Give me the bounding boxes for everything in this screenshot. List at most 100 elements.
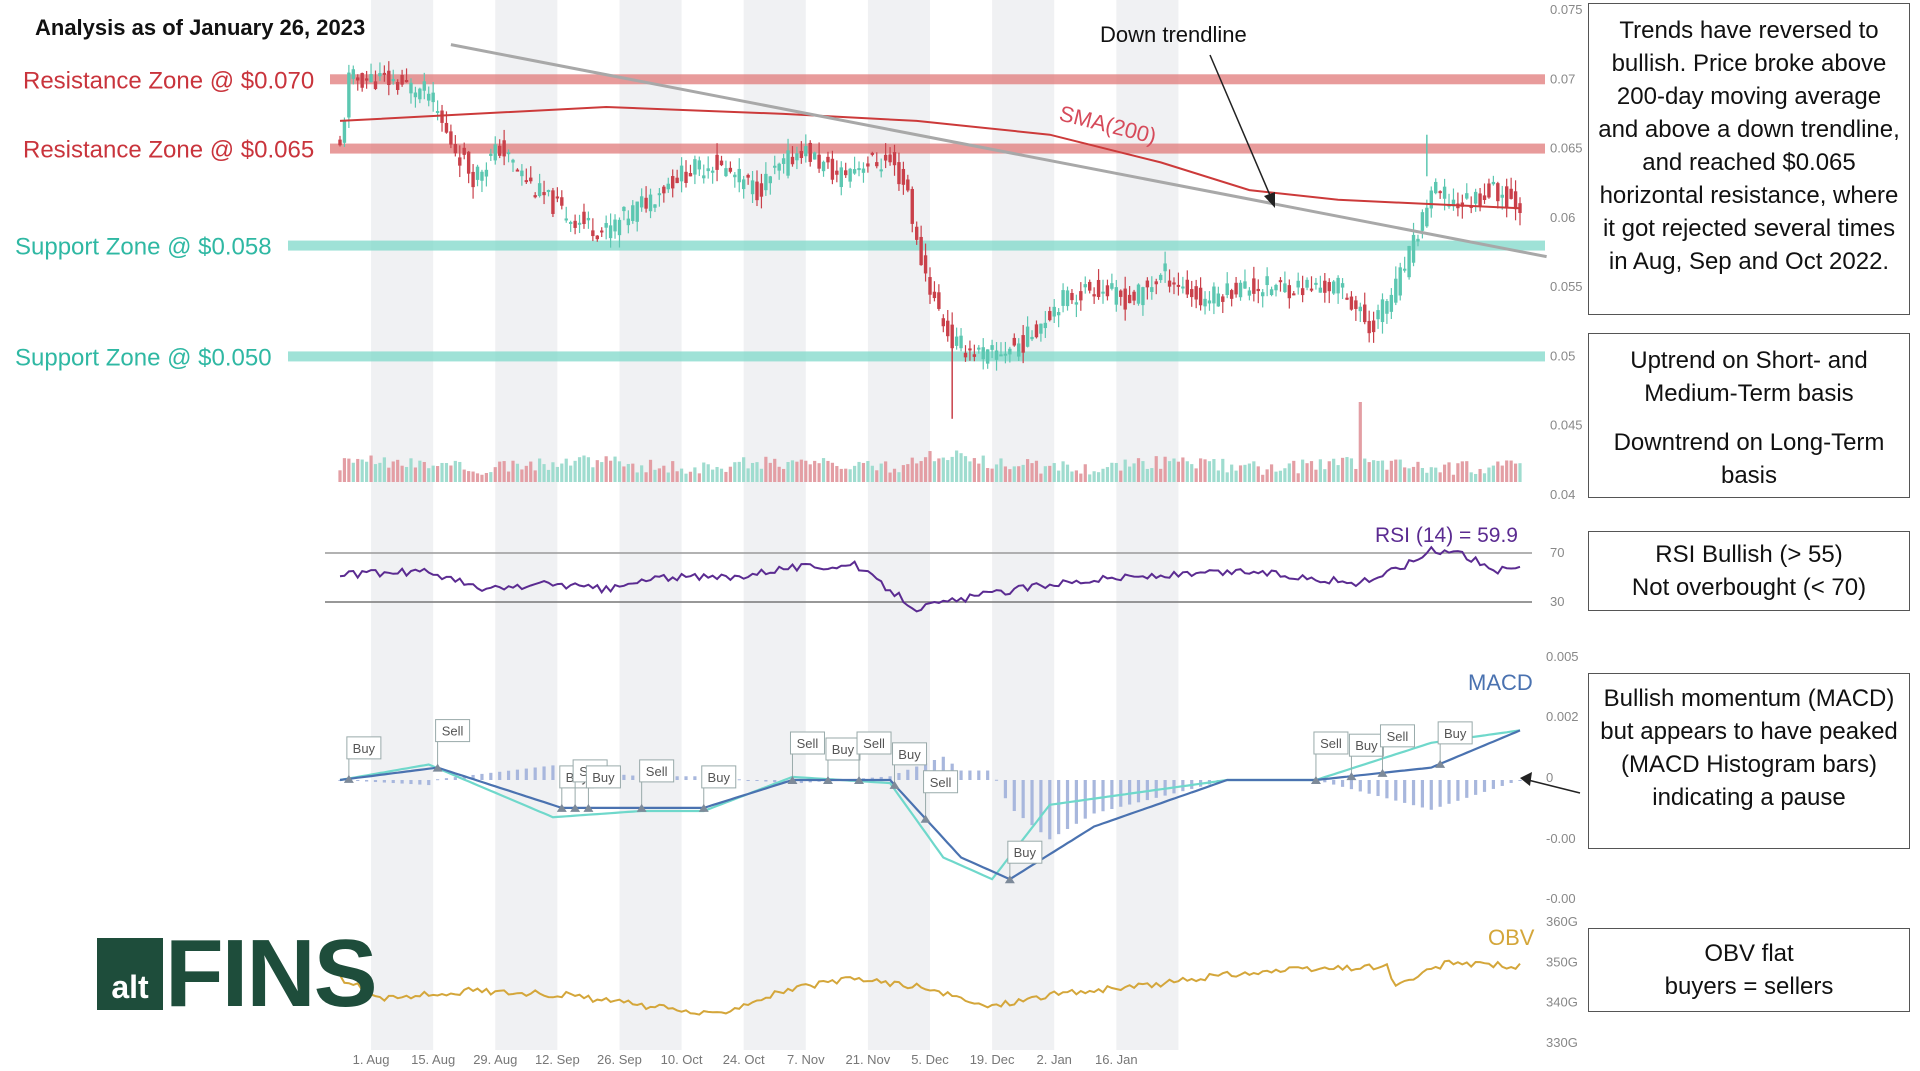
- volume-bar: [1132, 463, 1136, 482]
- volume-bar: [1030, 463, 1034, 482]
- candle-body: [1500, 194, 1504, 198]
- macd-histogram-bar: [356, 780, 360, 782]
- obv-axis-tick: 360G: [1546, 914, 1578, 929]
- candle-body: [1234, 282, 1238, 295]
- volume-bar: [844, 468, 848, 482]
- volume-bar: [1065, 464, 1070, 482]
- volume-bar: [950, 456, 954, 482]
- candle-body: [755, 181, 759, 201]
- volume-bar: [1509, 460, 1513, 482]
- x-tick-label: 24. Oct: [723, 1052, 765, 1067]
- volume-bar: [648, 459, 653, 482]
- volume-bar: [755, 462, 759, 482]
- price-axis-tick: 0.075: [1550, 2, 1583, 17]
- candle-body: [923, 255, 928, 274]
- volume-bar: [440, 462, 444, 482]
- candle-body: [537, 183, 542, 197]
- volume-bar: [1460, 461, 1464, 482]
- volume-bar: [1079, 473, 1083, 482]
- volume-bar: [1265, 469, 1269, 482]
- macd-histogram-bar: [498, 771, 502, 780]
- candle-body: [777, 163, 781, 171]
- candle-body: [1345, 297, 1349, 300]
- macd-histogram-bar: [1403, 780, 1407, 803]
- candle-body: [1402, 268, 1407, 271]
- candle-body: [600, 230, 604, 233]
- macd-histogram-bar: [418, 780, 422, 785]
- macd-histogram-bar: [506, 770, 511, 780]
- signal-flag-label: Sell: [442, 724, 464, 739]
- macd-histogram-bar: [1367, 780, 1371, 794]
- macd-histogram-bar: [684, 776, 688, 780]
- candle-body: [471, 171, 475, 188]
- candle-body: [1030, 336, 1034, 340]
- volume-bar: [1048, 465, 1052, 482]
- volume-bar: [830, 462, 835, 482]
- volume-bar: [932, 461, 937, 482]
- candle-body: [639, 196, 644, 208]
- volume-bar: [387, 467, 391, 482]
- volume-bar: [1434, 467, 1438, 482]
- candle-body: [338, 139, 342, 146]
- volume-bar: [963, 456, 968, 482]
- volume-bar: [533, 470, 537, 482]
- volume-bar: [444, 463, 449, 482]
- macd-histogram-bar: [1065, 780, 1070, 829]
- macd-axis-tick: 0.005: [1546, 649, 1579, 664]
- volume-bar: [977, 463, 981, 482]
- candle-body: [1216, 293, 1221, 307]
- signal-flag-marker: [920, 814, 931, 823]
- candle-body: [657, 193, 662, 196]
- candle-body: [954, 336, 959, 346]
- volume-bar: [400, 465, 404, 482]
- candle-body: [347, 72, 351, 118]
- volume-bar: [782, 468, 786, 482]
- macd-histogram-bar: [1092, 780, 1096, 814]
- candle-body: [1176, 284, 1181, 287]
- candle-body: [879, 169, 883, 172]
- volume-bar: [1199, 458, 1203, 482]
- price-axis-tick: 0.065: [1550, 141, 1583, 156]
- signal-flag-marker: [570, 803, 581, 812]
- candle-body: [1349, 296, 1354, 310]
- signal-flag-marker: [1377, 768, 1388, 777]
- volume-bar: [1136, 458, 1141, 482]
- volume-bar: [449, 465, 453, 482]
- volume-bar: [1141, 461, 1145, 482]
- volume-bar: [1150, 468, 1154, 482]
- candle-body: [444, 122, 449, 133]
- candle-body: [875, 162, 879, 167]
- volume-bar: [551, 462, 555, 482]
- price-axis-tick: 0.04: [1550, 487, 1575, 502]
- volume-bar: [604, 456, 608, 482]
- candle-body: [786, 150, 790, 176]
- candle-body: [1496, 183, 1500, 202]
- volume-bar: [1385, 469, 1389, 482]
- volume-bar: [724, 471, 728, 482]
- volume-bar: [946, 460, 950, 482]
- volume-bar: [1039, 473, 1043, 482]
- signal-flag-label: Buy: [353, 741, 376, 756]
- candle-body: [1221, 296, 1225, 302]
- volume-bar: [786, 462, 790, 482]
- volume-bar: [817, 463, 821, 482]
- volume-bar: [1025, 459, 1030, 482]
- candle-body: [1167, 280, 1172, 287]
- macd-histogram-bar: [1101, 780, 1105, 812]
- signal-flag-label: Buy: [1355, 738, 1378, 753]
- macd-histogram-bar: [524, 768, 528, 780]
- volume-bar: [750, 462, 755, 482]
- candle-body: [1389, 294, 1394, 312]
- candle-body: [994, 350, 999, 360]
- volume-bar: [1496, 461, 1500, 482]
- volume-bar: [1017, 466, 1021, 482]
- candle-body: [919, 236, 923, 266]
- volume-bar: [1376, 460, 1380, 482]
- zone-label-support: Support Zone @ $0.050: [15, 344, 272, 371]
- candle-body: [404, 79, 409, 83]
- signal-flag-box: [789, 731, 825, 755]
- volume-bar: [1252, 461, 1256, 482]
- logo-fins-wordmark: FINS: [165, 920, 378, 1027]
- volume-bar: [910, 457, 914, 482]
- volume-bar: [347, 458, 351, 482]
